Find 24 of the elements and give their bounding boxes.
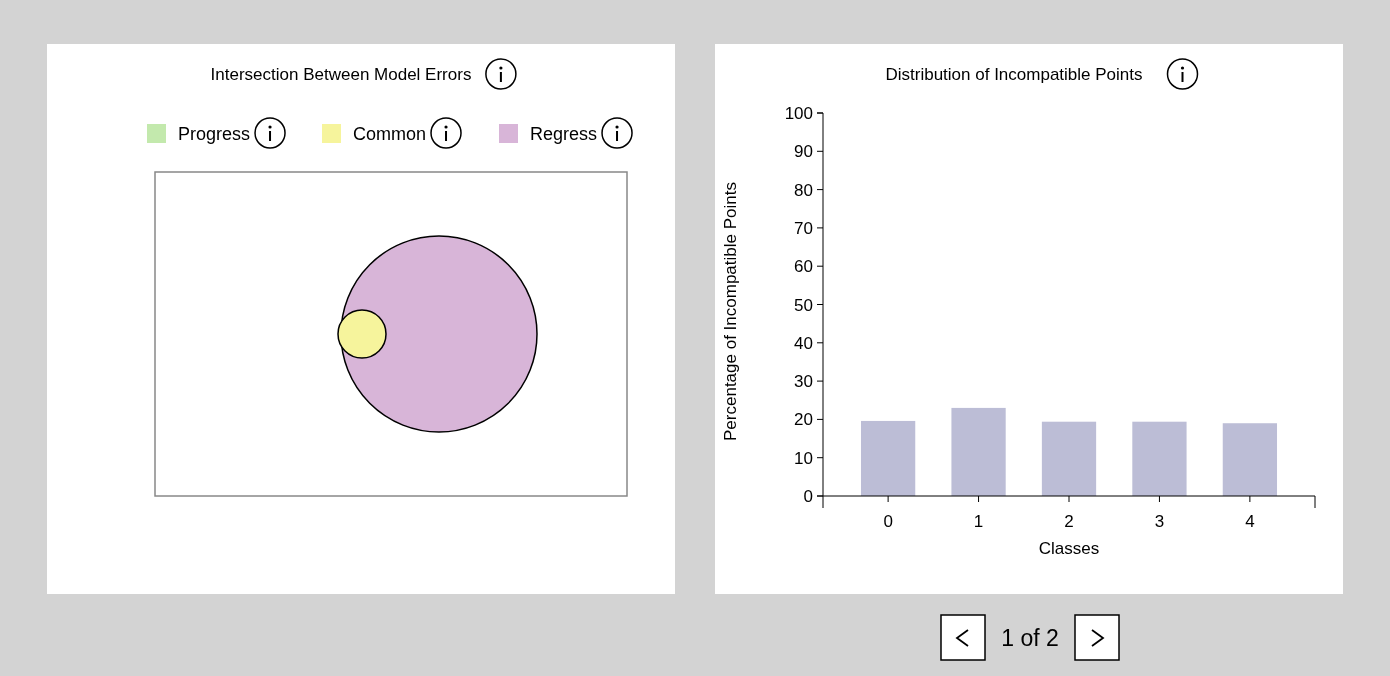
chart-title: Distribution of Incompatible Points <box>885 65 1143 84</box>
y-tick-label: 10 <box>794 448 813 468</box>
category-label: Progress <box>178 124 251 144</box>
y-tick-label: 70 <box>794 218 813 238</box>
x-tick-label: 2 <box>1064 512 1074 531</box>
x-tick-label: 4 <box>1245 512 1255 531</box>
y-tick-label: 0 <box>803 487 813 506</box>
y-tick-label: 90 <box>794 142 813 162</box>
x-tick-label: 0 <box>883 512 893 531</box>
x-tick-label: 1 <box>973 512 984 531</box>
y-tick-label: 30 <box>794 372 813 392</box>
category-label: Regress <box>530 124 598 144</box>
y-tick-label: 20 <box>794 410 813 430</box>
y-tick-label: 60 <box>794 257 813 277</box>
category-label: Common <box>353 124 427 144</box>
y-tick-label: 50 <box>794 295 813 315</box>
y-tick-label: 40 <box>794 333 813 353</box>
x-axis-title: Classes <box>1038 539 1100 558</box>
y-tick-label: 80 <box>794 180 813 200</box>
y-axis-title: Percentage of Incompatible Points <box>721 182 740 441</box>
x-tick-label: 3 <box>1154 512 1165 531</box>
text: 1 of 2 <box>1001 625 1059 651</box>
y-tick-label: 100 <box>784 104 813 123</box>
text: Intersection Between Model Errors <box>210 65 472 84</box>
